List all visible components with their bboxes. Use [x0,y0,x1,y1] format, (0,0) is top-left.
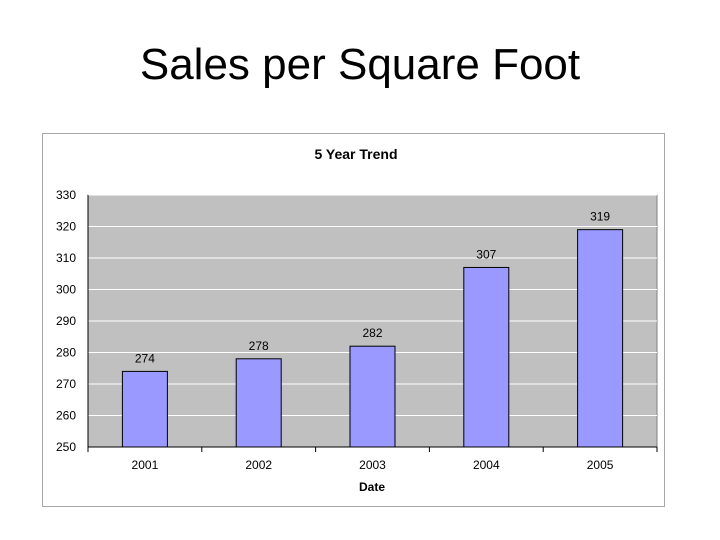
x-tick-label: 2004 [473,458,500,472]
y-tick-label: 260 [56,409,76,423]
y-tick-label: 300 [56,283,76,297]
bar-2003 [349,345,396,448]
x-axis: 2001 2002 2003 2004 2005 [87,447,658,472]
bar-2005 [577,229,624,448]
y-tick-label: 320 [56,220,76,234]
y-tick-label: 250 [56,440,76,454]
data-label: 319 [590,210,610,224]
x-tick-label: 2003 [359,458,386,472]
x-tick-label: 2001 [132,458,159,472]
y-tick-label: 280 [56,346,76,360]
y-tick-label: 310 [56,251,76,265]
y-tick-label: 330 [56,188,76,202]
bar-2002 [235,358,282,448]
y-tick-label: 270 [56,377,76,391]
chart-frame: 5 Year Trend 250 260 270 280 290 300 310 320 330… [42,133,665,507]
bar-2001 [121,370,168,448]
x-tick-label: 2002 [245,458,272,472]
bar-2004 [463,266,510,448]
bar-chart: 5 Year Trend 250 260 270 280 290 300 310 320 330… [56,146,658,494]
y-tick-label: 290 [56,314,76,328]
x-tick-label: 2005 [587,458,614,472]
data-label: 282 [362,326,382,340]
gridlines [88,194,657,416]
x-axis-title: Date [359,480,385,494]
data-label: 274 [135,351,155,365]
chart-title: 5 Year Trend [314,146,397,162]
data-label: 278 [249,339,269,353]
slide-title: Sales per Square Foot [139,40,581,89]
data-label: 307 [476,247,496,261]
bars: 274 278 282 307 319 [121,210,624,448]
